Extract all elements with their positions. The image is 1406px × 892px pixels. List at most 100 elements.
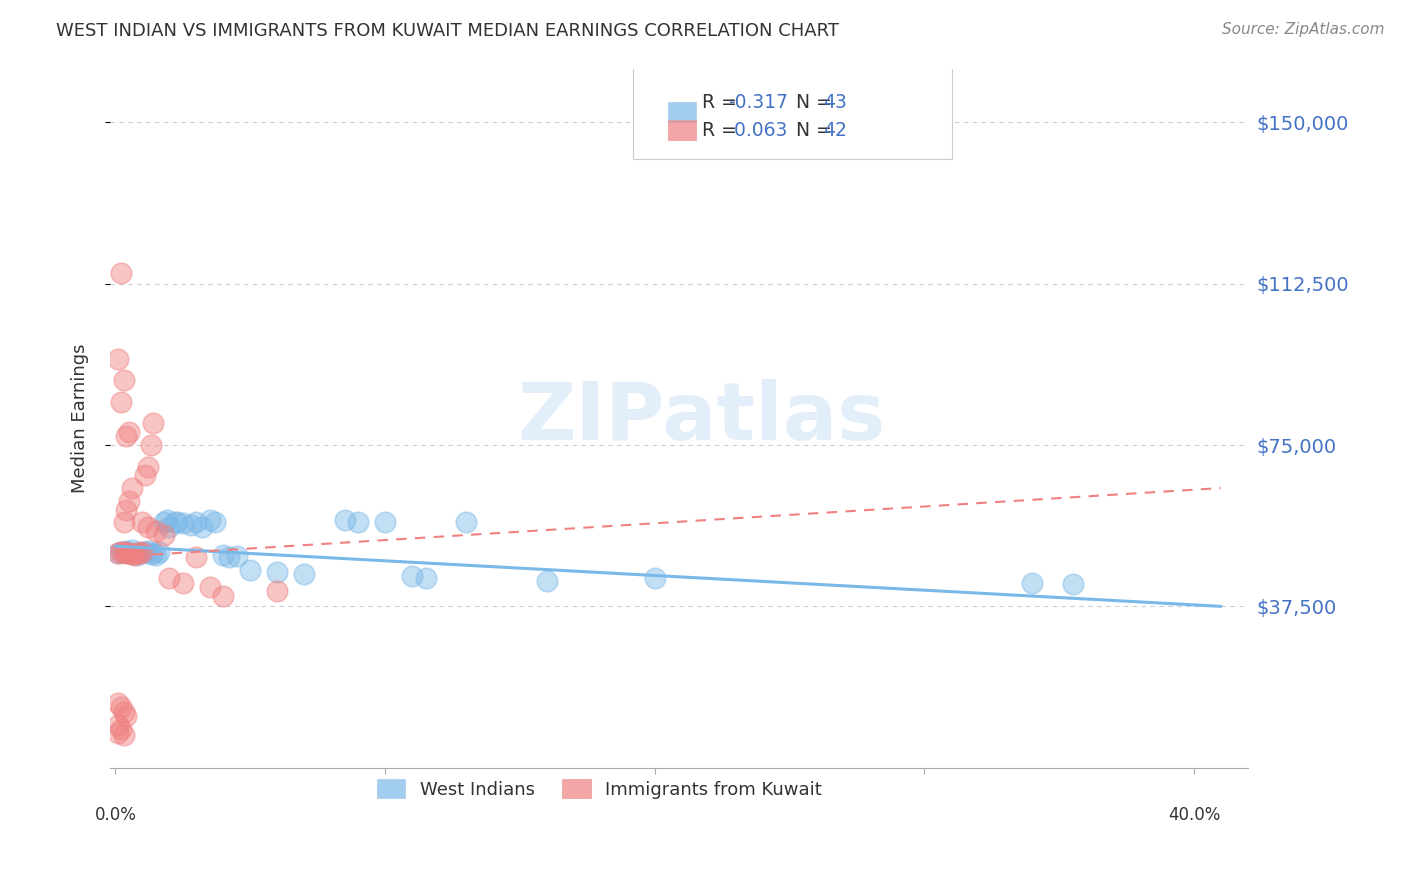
Text: 0.0%: 0.0% — [94, 806, 136, 824]
Point — [128, 545, 150, 559]
Text: N =: N = — [783, 94, 838, 112]
Point — [401, 569, 423, 583]
Point — [125, 545, 148, 559]
Point — [1021, 575, 1043, 590]
Text: WEST INDIAN VS IMMIGRANTS FROM KUWAIT MEDIAN EARNINGS CORRELATION CHART: WEST INDIAN VS IMMIGRANTS FROM KUWAIT ME… — [56, 22, 839, 40]
Point — [157, 571, 180, 585]
FancyBboxPatch shape — [668, 102, 696, 121]
Point — [124, 548, 146, 562]
Text: ZIPatlas: ZIPatlas — [517, 379, 886, 457]
Point — [121, 481, 143, 495]
Point — [112, 545, 135, 559]
Point — [112, 374, 135, 388]
Point — [153, 528, 176, 542]
Point — [454, 516, 477, 530]
Point — [145, 548, 167, 562]
Point — [292, 567, 315, 582]
Point — [118, 494, 141, 508]
Point — [118, 546, 141, 560]
Point — [186, 549, 208, 564]
Point — [136, 520, 159, 534]
Point — [115, 502, 138, 516]
Legend: West Indians, Immigrants from Kuwait: West Indians, Immigrants from Kuwait — [367, 770, 831, 807]
Point — [139, 547, 162, 561]
Point — [134, 468, 156, 483]
Point — [163, 516, 186, 530]
Point — [107, 545, 129, 559]
FancyBboxPatch shape — [634, 62, 952, 160]
Point — [266, 584, 288, 599]
Text: 40.0%: 40.0% — [1168, 806, 1220, 824]
Point — [136, 459, 159, 474]
Point — [131, 516, 153, 530]
Point — [128, 546, 150, 560]
Point — [115, 546, 138, 560]
Point — [157, 520, 180, 534]
Point — [204, 516, 226, 530]
Point — [186, 516, 208, 530]
Point — [107, 726, 129, 740]
FancyBboxPatch shape — [668, 120, 696, 140]
Point — [112, 545, 135, 559]
Point — [142, 545, 165, 559]
Point — [1062, 576, 1084, 591]
Text: R = -0.317   N = 43: R = -0.317 N = 43 — [718, 86, 942, 105]
Point — [107, 696, 129, 710]
Point — [115, 429, 138, 443]
Point — [118, 545, 141, 559]
Point — [112, 728, 135, 742]
Point — [266, 565, 288, 579]
Point — [115, 544, 138, 558]
Point — [112, 705, 135, 719]
Point — [145, 524, 167, 538]
Point — [110, 395, 132, 409]
Text: -0.317: -0.317 — [728, 94, 787, 112]
Point — [125, 548, 148, 562]
Point — [148, 545, 170, 559]
Point — [198, 513, 221, 527]
Point — [172, 575, 194, 590]
Point — [239, 563, 262, 577]
Point — [124, 545, 146, 559]
Point — [139, 438, 162, 452]
Point — [374, 515, 396, 529]
Point — [212, 589, 235, 603]
Point — [166, 515, 188, 529]
Point — [136, 544, 159, 558]
Point — [644, 570, 666, 584]
Text: 43: 43 — [824, 94, 848, 112]
Point — [134, 545, 156, 559]
Point — [212, 548, 235, 562]
Point — [131, 546, 153, 560]
Point — [536, 574, 558, 588]
Point — [415, 571, 437, 585]
Point — [110, 545, 132, 559]
Point — [121, 547, 143, 561]
Point — [118, 425, 141, 439]
Text: R =: R = — [702, 94, 742, 112]
Point — [190, 520, 212, 534]
Point — [333, 513, 356, 527]
Y-axis label: Median Earnings: Median Earnings — [72, 343, 89, 493]
Point — [156, 513, 179, 527]
Point — [107, 545, 129, 559]
Point — [172, 516, 194, 531]
Point — [110, 722, 132, 736]
Point — [121, 543, 143, 558]
Point — [131, 545, 153, 559]
Point — [112, 516, 135, 530]
Text: N =: N = — [783, 120, 838, 139]
Text: R =  0.063   N = 42: R = 0.063 N = 42 — [718, 114, 942, 133]
Point — [198, 580, 221, 594]
Point — [347, 516, 370, 530]
Point — [107, 717, 129, 731]
Point — [110, 700, 132, 714]
Text: R =: R = — [702, 120, 742, 139]
Point — [225, 549, 247, 563]
Point — [218, 549, 240, 564]
Point — [107, 351, 129, 366]
Point — [153, 516, 176, 530]
Point — [115, 709, 138, 723]
Point — [110, 266, 132, 280]
Point — [180, 517, 202, 532]
